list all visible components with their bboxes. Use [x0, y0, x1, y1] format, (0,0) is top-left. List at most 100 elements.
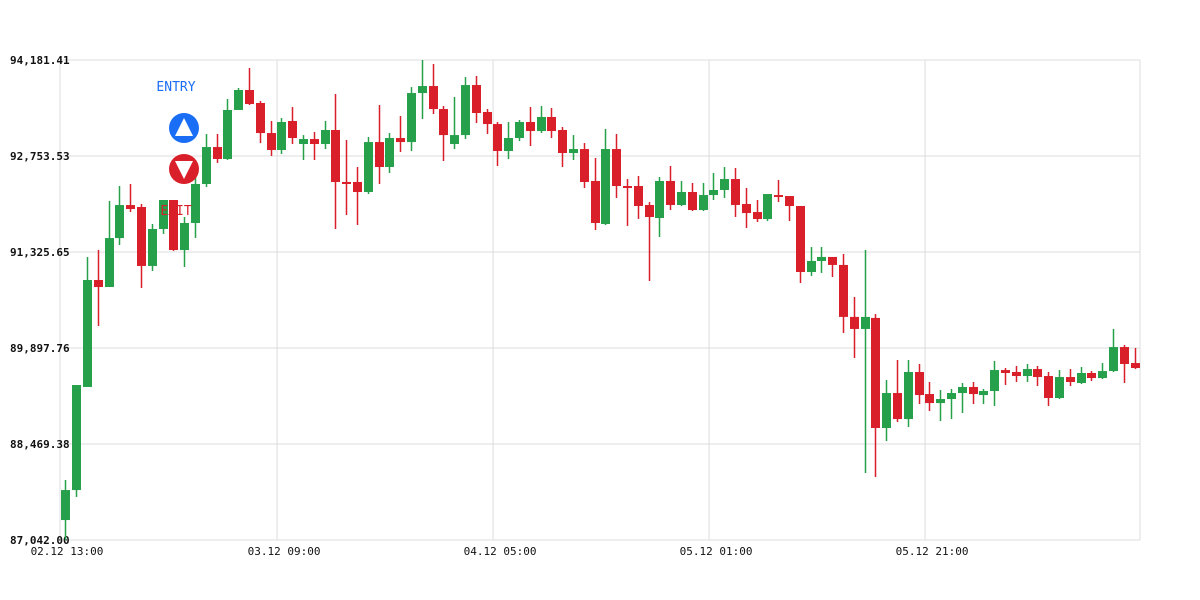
candle	[904, 360, 913, 428]
y-tick-label: 87,042.00	[10, 534, 70, 547]
candle	[288, 107, 297, 145]
candle	[537, 106, 546, 134]
candle	[915, 363, 924, 405]
y-tick-label: 89,897.76	[10, 342, 70, 355]
candle	[731, 168, 740, 218]
candle	[893, 360, 902, 423]
candle	[256, 100, 265, 144]
candle	[861, 249, 870, 474]
candle	[515, 119, 524, 142]
x-tick-label: 05.12 01:00	[680, 545, 753, 558]
candle	[969, 382, 978, 405]
candle	[666, 165, 675, 211]
candle	[277, 117, 286, 155]
candle	[817, 247, 826, 273]
candle	[450, 97, 459, 150]
candle	[1044, 371, 1053, 407]
candle	[1001, 368, 1010, 386]
candle	[947, 388, 956, 420]
candle	[148, 224, 157, 272]
candle	[213, 133, 222, 163]
candle	[72, 385, 81, 498]
x-tick-label: 05.12 21:00	[896, 545, 969, 558]
candle	[353, 166, 362, 226]
candle	[418, 60, 427, 119]
candle	[558, 126, 567, 167]
candle	[1023, 363, 1032, 383]
candle	[202, 133, 211, 188]
candle	[321, 121, 330, 150]
candle	[105, 201, 114, 288]
candles	[61, 60, 1140, 540]
candle	[958, 383, 967, 413]
candle	[580, 142, 589, 188]
y-tick-label: 94,181.41	[10, 54, 70, 67]
x-axis: 02.12 13:00 03.12 09:00 04.12 05:00 05.12 0…	[31, 545, 969, 558]
candle	[1131, 347, 1140, 370]
trade-markers: ENTRY EXIT	[156, 80, 199, 219]
x-tick-label: 04.12 05:00	[464, 545, 537, 558]
entry-label: ENTRY	[156, 80, 195, 95]
candle	[645, 202, 654, 282]
candle	[223, 99, 232, 161]
candle	[569, 135, 578, 161]
candle	[742, 187, 751, 228]
candle	[137, 203, 146, 289]
candle	[159, 200, 168, 234]
candle	[407, 87, 416, 151]
candle	[126, 184, 135, 213]
candle	[850, 296, 859, 359]
exit-label: EXIT	[160, 204, 191, 219]
candle	[720, 166, 729, 198]
candle	[331, 93, 340, 229]
candle	[429, 63, 438, 115]
candle	[1120, 344, 1129, 384]
candle	[83, 256, 92, 387]
candle	[699, 182, 708, 212]
candle	[310, 132, 319, 161]
candle	[396, 116, 405, 153]
candle	[677, 180, 686, 206]
candle	[688, 182, 697, 212]
candle	[94, 249, 103, 326]
candle	[61, 480, 70, 540]
candle	[655, 177, 664, 237]
candle	[612, 133, 621, 198]
candle	[180, 217, 189, 267]
candle	[526, 107, 535, 147]
candle	[709, 172, 718, 201]
grid-lines	[59, 59, 1141, 541]
candle	[601, 129, 610, 226]
candle	[234, 87, 243, 110]
candle	[115, 186, 124, 245]
entry-arrow-up-icon[interactable]	[169, 113, 199, 143]
candle	[504, 122, 513, 159]
candle	[439, 106, 448, 162]
candle	[461, 77, 470, 140]
x-tick-label: 02.12 13:00	[31, 545, 104, 558]
candle	[1087, 371, 1096, 381]
candle	[623, 179, 632, 226]
candle	[364, 137, 373, 195]
candle	[1098, 363, 1107, 380]
candle	[591, 157, 600, 230]
y-tick-label: 88,469.38	[10, 438, 70, 451]
candle	[342, 140, 351, 215]
candle	[1066, 369, 1075, 387]
candle	[1109, 328, 1118, 372]
candle	[925, 382, 934, 412]
candle	[936, 390, 945, 422]
candle	[472, 76, 481, 124]
candle	[1033, 366, 1042, 387]
candle	[245, 68, 254, 106]
candle	[169, 200, 178, 251]
candle	[634, 176, 643, 219]
candle	[483, 109, 492, 134]
candle	[753, 200, 762, 222]
candle	[1012, 366, 1021, 383]
candle	[299, 135, 308, 161]
exit-arrow-down-icon[interactable]	[169, 154, 199, 184]
candle	[267, 121, 276, 156]
candle	[385, 133, 394, 173]
